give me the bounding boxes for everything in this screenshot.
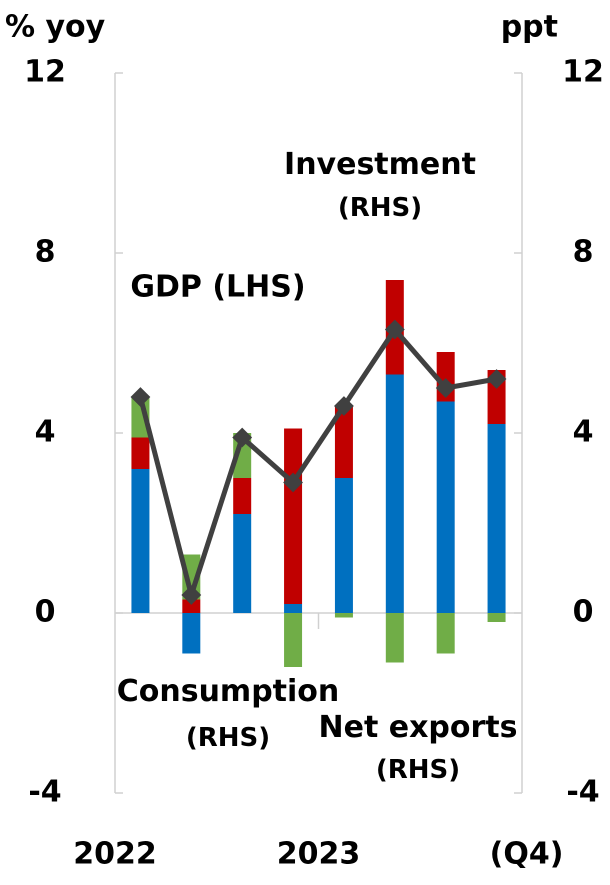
y2-axis-title: ppt	[501, 10, 558, 45]
bar	[487, 424, 506, 613]
bar	[487, 613, 506, 622]
bar	[385, 374, 404, 613]
gdp-marker	[384, 319, 405, 340]
gdp-line	[138, 327, 497, 598]
x-tick-label: (Q4)	[490, 837, 564, 872]
y2-tick-label: 8	[573, 235, 594, 270]
bar	[131, 469, 150, 613]
bar	[385, 613, 404, 663]
series-label: Consumption (RHS)	[117, 674, 340, 753]
y-tick-label: 0	[35, 595, 56, 630]
gdp-marker	[334, 396, 354, 416]
y2-tick-label: 4	[573, 415, 594, 450]
bar	[436, 401, 455, 613]
bar	[334, 613, 353, 618]
bar	[436, 613, 455, 654]
bar	[233, 478, 252, 514]
x-tick-label: 2022	[73, 837, 157, 872]
y2-tick-label: -4	[566, 775, 599, 810]
y-axis-title: % yoy	[5, 10, 106, 45]
y2-tick-label: 12	[562, 55, 604, 90]
bar	[334, 478, 353, 613]
series-label: GDP (LHS)	[130, 270, 305, 305]
bar	[284, 604, 303, 613]
gdp-marker	[232, 427, 253, 448]
bar	[131, 437, 150, 469]
gdp-marker	[283, 472, 303, 493]
series-label: Investment (RHS)	[284, 147, 476, 223]
bar	[284, 613, 303, 667]
series-label: Net exports (RHS)	[318, 710, 517, 785]
x-tick-label: 2023	[277, 837, 361, 872]
y-tick-label: 12	[24, 55, 66, 90]
y-tick-label: 4	[35, 415, 56, 450]
y2-tick-label: 0	[573, 595, 594, 630]
bar	[334, 406, 353, 478]
bar	[182, 613, 201, 654]
y-tick-label: 8	[35, 235, 56, 270]
bar	[233, 514, 252, 613]
gdp-marker	[435, 378, 456, 398]
bar	[284, 428, 303, 604]
gdp-marker	[486, 369, 507, 389]
bar	[182, 599, 201, 613]
y-tick-label: -4	[28, 775, 61, 810]
gdp-marker	[130, 387, 151, 407]
